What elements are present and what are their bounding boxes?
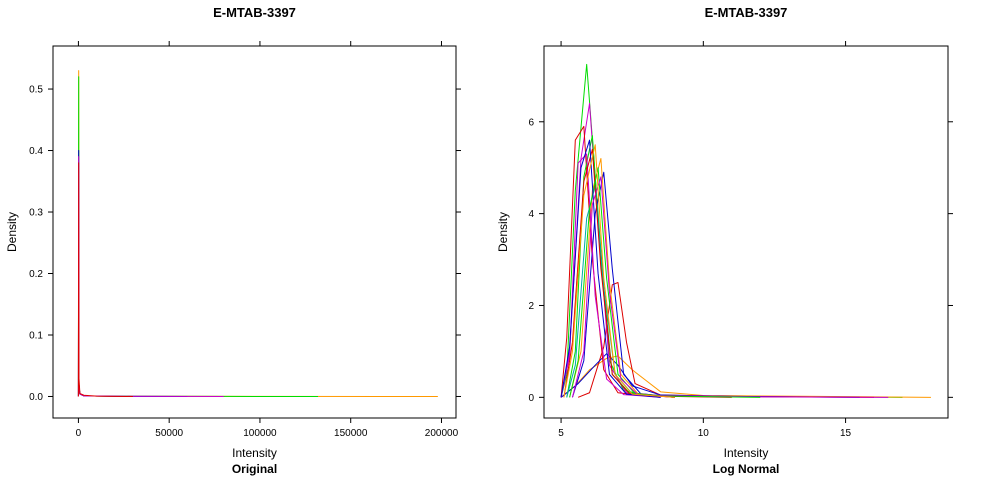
panel-1-y-tick-label: 0.1: [29, 330, 43, 341]
panel-1-y-tick-label: 0.0: [29, 392, 43, 403]
panel-1-x-tick-label: 200000: [425, 428, 459, 439]
panel-1-frame: [52, 45, 457, 419]
panel-2-x-tick-label: 5: [558, 428, 564, 439]
panel-2-series-line-12: [563, 148, 675, 398]
panel-2-title: E-MTAB-3397: [705, 5, 788, 20]
panel-2-series-line-13: [569, 167, 675, 398]
panel-1-x-tick-label: 50000: [155, 428, 183, 439]
panel-1-y-tick-label: 0.3: [29, 208, 43, 219]
panel-1-y-tick-label: 0.4: [29, 146, 43, 157]
panel-2-series-line-2: [560, 355, 931, 398]
panel-2-y-tick-label: 0: [528, 393, 534, 404]
panel-2-y-tick-label: 4: [528, 209, 534, 220]
panel-1-x-tick-label: 0: [76, 428, 82, 439]
panel-1-series-line-3: [77, 150, 188, 397]
panel-1-y-tick-label: 0.2: [29, 269, 43, 280]
panel-1-series-line-1: [77, 70, 438, 397]
panel-1-x-tick-label: 100000: [243, 428, 277, 439]
panel-2-x-axis-label: Intensity: [724, 446, 769, 460]
panel-1-subtitle: Original: [232, 462, 277, 476]
panel-1-series-line-4: [77, 156, 224, 397]
panel-1-series-line-5: [77, 162, 133, 397]
panel-2-series-line-8: [571, 171, 675, 398]
panel-2-x-tick-label: 10: [698, 428, 710, 439]
panel-1-series-line-2: [77, 76, 319, 397]
panel-2-x-tick-label: 15: [840, 428, 852, 439]
panel-2-subtitle: Log Normal: [713, 462, 780, 476]
panel-2-y-axis-label: Density: [496, 212, 510, 252]
panel-1-title: E-MTAB-3397: [213, 5, 296, 20]
panel-2-y-tick-label: 2: [528, 301, 534, 312]
panel-2-series-line-7: [566, 135, 761, 398]
panel-2-frame: [543, 45, 949, 419]
panel-2-series-line-15: [571, 176, 675, 398]
panel-2-series-line-14: [560, 139, 661, 398]
panel-1-x-tick-label: 150000: [334, 428, 368, 439]
panel-1-x-axis-label: Intensity: [232, 446, 277, 460]
panel-2-series-line-6: [560, 125, 732, 398]
panel-2-series-line-16: [563, 144, 675, 398]
panel-2-y-tick-label: 6: [528, 117, 534, 128]
panel-1-y-axis-label: Density: [5, 212, 19, 252]
panel-1-y-tick-label: 0.5: [29, 85, 43, 96]
panel-2-series-line-9: [569, 158, 675, 398]
